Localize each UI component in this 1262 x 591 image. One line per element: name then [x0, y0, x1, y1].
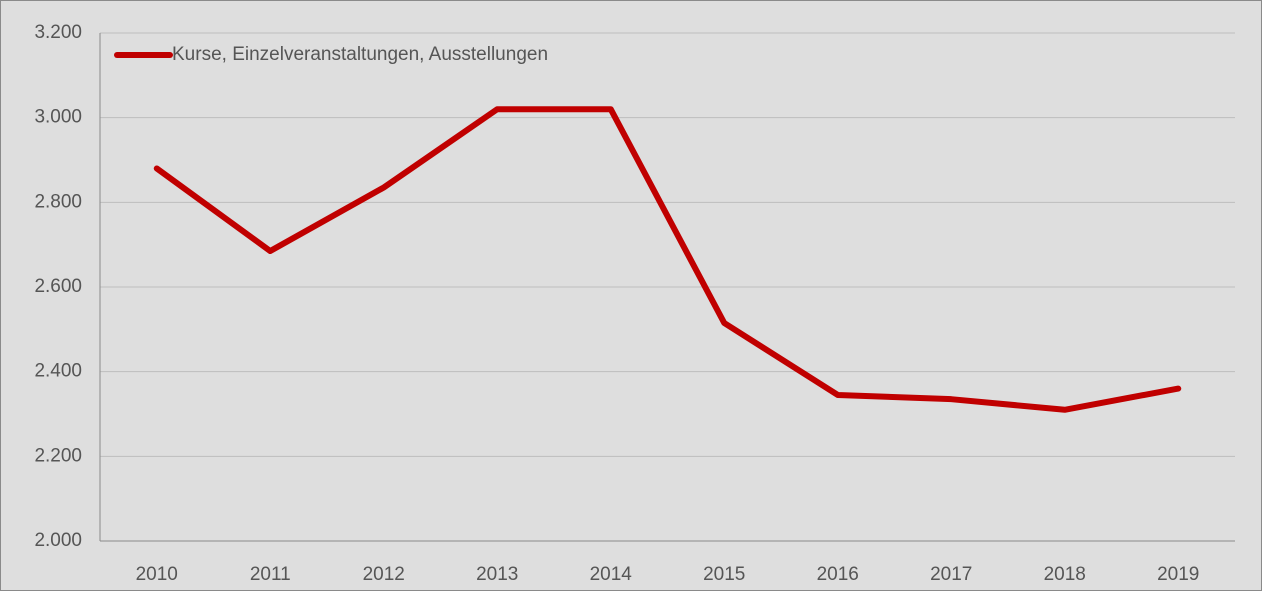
- y-tick-label: 2.600: [34, 276, 82, 297]
- x-tick-label: 2018: [1044, 564, 1086, 585]
- y-tick-label: 2.000: [34, 530, 82, 551]
- x-tick-label: 2013: [476, 564, 518, 585]
- x-tick-label: 2016: [817, 564, 859, 585]
- legend-label: Kurse, Einzelveranstaltungen, Ausstellun…: [172, 44, 548, 65]
- y-tick-label: 2.800: [34, 191, 82, 212]
- x-tick-label: 2019: [1157, 564, 1199, 585]
- y-tick-label: 2.400: [34, 361, 82, 382]
- x-tick-label: 2014: [590, 564, 633, 585]
- x-tick-label: 2017: [930, 564, 972, 585]
- x-tick-label: 2010: [136, 564, 178, 585]
- x-tick-label: 2015: [703, 564, 745, 585]
- x-tick-label: 2011: [250, 564, 291, 585]
- data-line: [153, 106, 1182, 413]
- y-tick-label: 3.000: [34, 107, 82, 128]
- y-tick-label: 2.200: [34, 445, 82, 466]
- y-tick-label: 3.200: [34, 22, 82, 43]
- x-tick-label: 2012: [363, 564, 405, 585]
